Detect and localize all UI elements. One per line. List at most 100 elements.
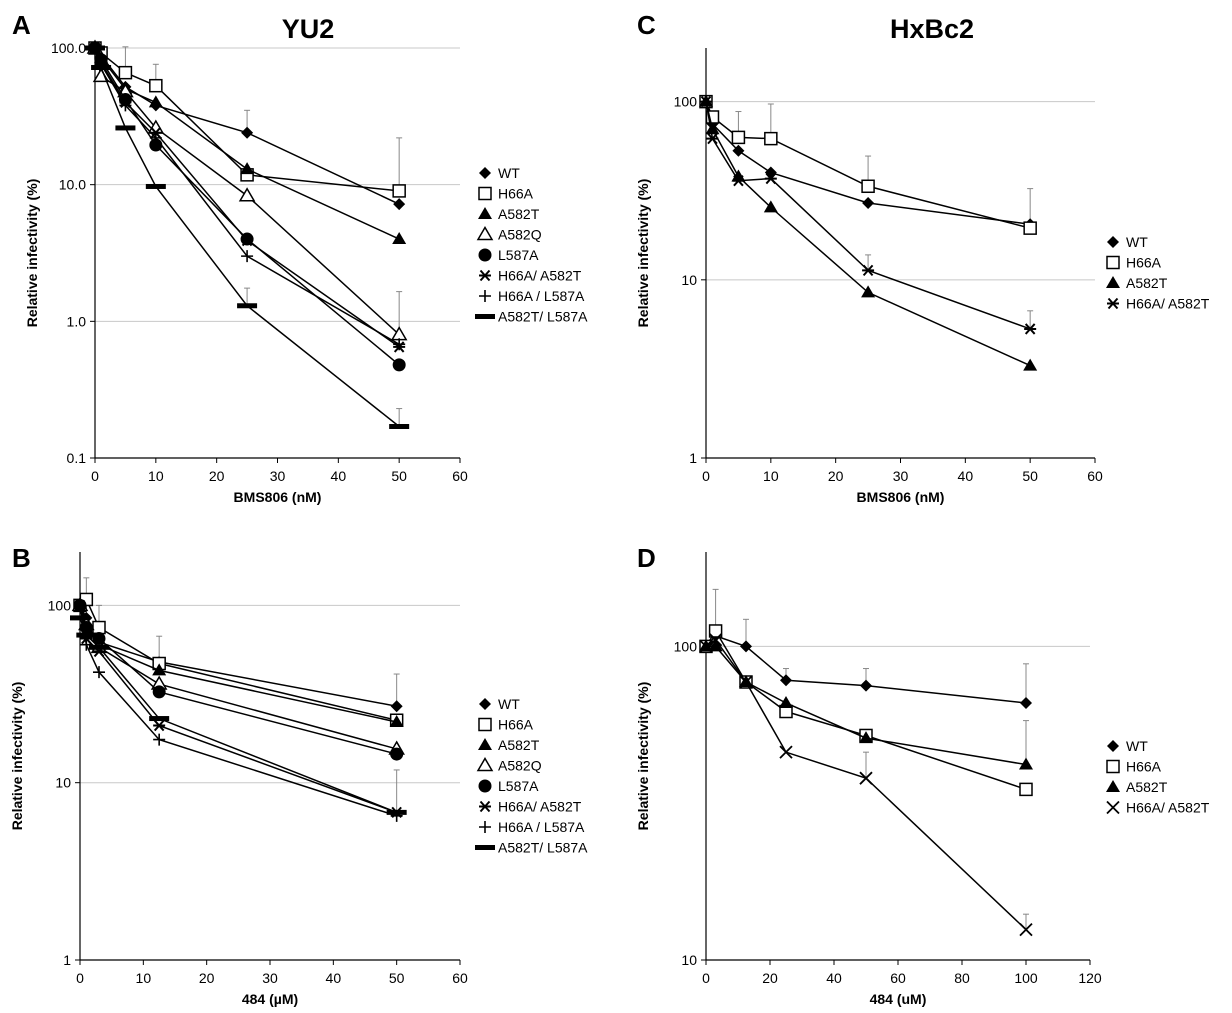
marker-diamond xyxy=(862,196,875,209)
panel-label: D xyxy=(637,543,656,573)
marker-asterisk xyxy=(241,234,254,247)
marker-square xyxy=(1023,221,1037,235)
chart-title: YU2 xyxy=(282,14,335,44)
marker-triangle xyxy=(779,695,793,708)
y-tick-label: 100 xyxy=(48,597,72,613)
series-a582t-l587a xyxy=(70,615,407,815)
legend-item: H66A xyxy=(478,717,534,733)
series-a582t xyxy=(699,94,1038,371)
x-tick-label: 40 xyxy=(326,970,342,986)
marker-dash xyxy=(89,644,109,650)
marker-asterisk xyxy=(862,264,875,277)
marker-x xyxy=(859,771,873,785)
marker-plus xyxy=(153,733,166,746)
x-tick-label: 20 xyxy=(209,468,225,484)
legend-item: H66A/ A582T xyxy=(479,799,582,815)
marker-asterisk xyxy=(1107,297,1119,310)
marker-asterisk xyxy=(732,175,745,187)
marker-square xyxy=(478,186,492,201)
marker-circle xyxy=(392,358,406,372)
panel-label: B xyxy=(12,543,31,573)
marker-diamond xyxy=(732,144,745,157)
legend-label: H66A / L587A xyxy=(498,819,585,835)
x-tick-label: 60 xyxy=(452,468,468,484)
marker-dash xyxy=(85,45,105,51)
legend-label: L587A xyxy=(498,778,539,794)
legend-label: H66A xyxy=(498,186,534,202)
legend-label: WT xyxy=(498,165,520,181)
series-line xyxy=(706,645,1027,766)
legend-label: H66A/ A582T xyxy=(498,268,582,284)
legend-label: H66A/ A582T xyxy=(1126,800,1210,816)
series-a582t xyxy=(88,41,407,245)
x-tick-label: 10 xyxy=(148,468,164,484)
chart-panel-A: A YU2 0.1 1.0 10.0 100.0 0 10 20 30 40 50 60 BMS806 (… xyxy=(12,10,588,505)
marker-triangle-open xyxy=(476,757,494,772)
panel-label: A xyxy=(12,10,31,40)
x-tick-label: 50 xyxy=(391,468,407,484)
marker-dash xyxy=(76,632,97,638)
marker-square xyxy=(861,179,875,194)
marker-diamond xyxy=(479,698,491,710)
series-h66a-a582t xyxy=(700,95,1037,335)
marker-triangle xyxy=(478,207,492,219)
y-axis-label: Relative infectivity (%) xyxy=(24,179,40,328)
x-tick-label: 30 xyxy=(262,970,278,986)
legend-item: A582Q xyxy=(476,226,542,243)
x-tick-label: 0 xyxy=(91,468,99,484)
marker-plus xyxy=(93,666,105,679)
chart-title: HxBc2 xyxy=(890,14,974,44)
y-tick-label: 100 xyxy=(674,638,698,654)
y-tick-label: 100.0 xyxy=(51,40,86,56)
marker-triangle xyxy=(1023,358,1038,371)
x-tick-label: 120 xyxy=(1078,970,1102,986)
series-line xyxy=(705,101,1031,367)
x-tick-label: 80 xyxy=(954,970,970,986)
marker-triangle xyxy=(148,95,163,108)
chart-panel-D: D 10 100 0 20 40 60 80 100 120 484 (uM) Relative in… xyxy=(635,543,1210,1007)
series-line xyxy=(94,47,400,345)
legend-item: A582T xyxy=(1106,779,1168,795)
legend-item: H66A xyxy=(1106,255,1162,271)
x-axis-label: BMS806 (nM) xyxy=(234,489,322,505)
y-tick-label: 1 xyxy=(689,450,697,466)
legend-item: L587A xyxy=(478,247,539,263)
x-tick-label: 60 xyxy=(890,970,906,986)
marker-dash xyxy=(475,314,495,319)
legend-label: A582T xyxy=(1126,275,1168,291)
panel-label: C xyxy=(637,10,656,40)
marker-square xyxy=(764,131,778,146)
marker-square xyxy=(149,78,163,93)
marker-circle xyxy=(390,747,404,761)
marker-diamond xyxy=(479,167,491,179)
x-tick-label: 20 xyxy=(762,970,778,986)
legend-item: A582Q xyxy=(476,757,542,774)
legend-item: H66A xyxy=(478,186,534,202)
marker-dash xyxy=(386,809,407,815)
marker-dash xyxy=(389,424,410,430)
marker-triangle xyxy=(1106,276,1120,288)
legend-label: A582T/ L587A xyxy=(498,309,588,325)
marker-square xyxy=(731,130,746,145)
series-line xyxy=(79,605,397,755)
marker-plus xyxy=(479,290,491,302)
marker-plus xyxy=(479,821,491,833)
marker-square xyxy=(92,620,106,635)
marker-circle xyxy=(478,248,492,262)
x-tick-label: 40 xyxy=(331,468,347,484)
marker-asterisk xyxy=(479,269,491,282)
legend-item: H66A/ A582T xyxy=(1107,296,1210,312)
x-tick-label: 20 xyxy=(828,468,844,484)
marker-square xyxy=(1106,255,1120,270)
series-h66a-a582t xyxy=(699,633,1033,937)
legend-label: A582T xyxy=(498,206,540,222)
legend-item: A582T xyxy=(478,206,540,222)
x-tick-label: 30 xyxy=(270,468,286,484)
x-tick-label: 0 xyxy=(76,970,84,986)
y-tick-label: 1.0 xyxy=(67,313,87,329)
series-l587a xyxy=(88,41,406,372)
marker-circle xyxy=(478,779,492,793)
legend-label: H66A xyxy=(1126,255,1162,271)
marker-plus xyxy=(80,638,93,651)
legend-label: H66A / L587A xyxy=(498,288,585,304)
